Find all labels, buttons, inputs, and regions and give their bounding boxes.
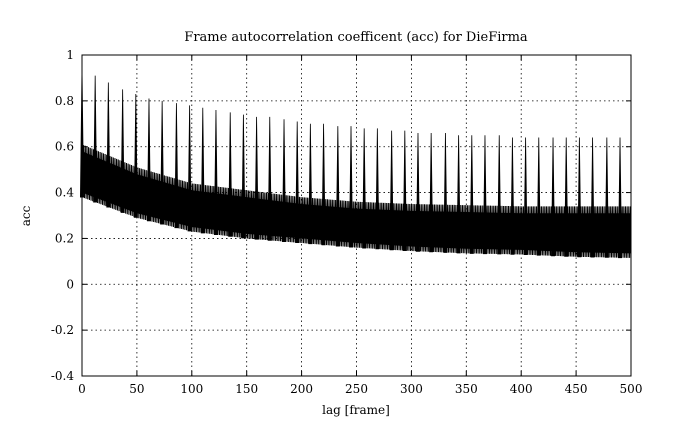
x-tick-label: 300	[400, 382, 423, 396]
acc-peak	[564, 137, 569, 257]
x-tick-label: 50	[129, 382, 144, 396]
acc-peak	[160, 100, 165, 225]
acc-peak	[497, 135, 502, 255]
acc-peak	[510, 137, 515, 255]
x-tick-label: 100	[180, 382, 203, 396]
acc-series	[79, 66, 631, 259]
acc-peak	[618, 137, 623, 259]
y-tick-label: 0.8	[55, 94, 74, 108]
acc-peak	[321, 123, 326, 246]
acc-peak	[402, 130, 407, 252]
acc-peak	[254, 116, 259, 240]
acc-peak	[389, 130, 394, 251]
acc-peak	[146, 98, 151, 222]
acc-peak	[282, 119, 287, 242]
x-axis-label: lag [frame]	[322, 403, 390, 417]
acc-peak	[241, 114, 246, 239]
y-tick-label: 0.4	[55, 186, 74, 200]
acc-peak	[375, 128, 380, 250]
acc-peak	[429, 132, 434, 253]
y-tick-label: 0.6	[55, 140, 74, 154]
acc-peak	[362, 128, 367, 249]
x-tick-label: 350	[455, 382, 478, 396]
acc-peak	[335, 126, 340, 247]
x-tick-label: 400	[510, 382, 533, 396]
x-tick-label: 150	[235, 382, 258, 396]
y-tick-label: 0.2	[55, 231, 74, 245]
acc-peak	[174, 103, 179, 229]
acc-peak	[469, 135, 474, 254]
acc-peak	[106, 82, 111, 208]
acc-peak	[590, 137, 595, 258]
acc-peak	[349, 126, 354, 248]
acc-peak	[456, 135, 461, 254]
acc-band-core	[82, 151, 631, 254]
chart-title: Frame autocorrelation coefficent (acc) f…	[184, 30, 528, 45]
acc-peak	[308, 123, 313, 245]
acc-peak	[523, 137, 528, 256]
acc-peak	[577, 137, 582, 258]
y-tick-label: 0	[66, 277, 74, 291]
y-tick-label: -0.4	[51, 369, 75, 383]
y-axis-label: acc	[19, 205, 33, 226]
acc-peak	[133, 93, 138, 218]
x-axis-ticks: 0 50 100 150 200 250 300 350 400 450 500	[78, 55, 642, 396]
acc-peak	[482, 135, 487, 255]
x-tick-label: 500	[620, 382, 643, 396]
acc-peak	[551, 137, 556, 257]
acc-peak	[295, 121, 300, 244]
acc-peak	[604, 137, 609, 258]
x-tick-label: 0	[78, 382, 86, 396]
y-axis-ticks: -0.4 -0.2 0 0.2 0.4 0.6 0.8 1	[51, 48, 631, 383]
x-tick-label: 250	[345, 382, 368, 396]
acc-peak	[93, 75, 98, 203]
y-tick-label: 1	[66, 48, 74, 62]
x-tick-label: 450	[565, 382, 588, 396]
acc-peak	[213, 110, 218, 235]
y-tick-label: -0.2	[51, 323, 74, 337]
acc-peak	[200, 107, 205, 234]
acc-peak	[187, 105, 192, 232]
acc-peak	[267, 116, 272, 241]
acc-peak	[536, 137, 541, 256]
acc-peak	[120, 89, 125, 213]
acc-peak	[415, 132, 420, 252]
acc-peak	[443, 132, 448, 253]
acc-peak	[228, 112, 233, 237]
x-tick-label: 200	[290, 382, 313, 396]
